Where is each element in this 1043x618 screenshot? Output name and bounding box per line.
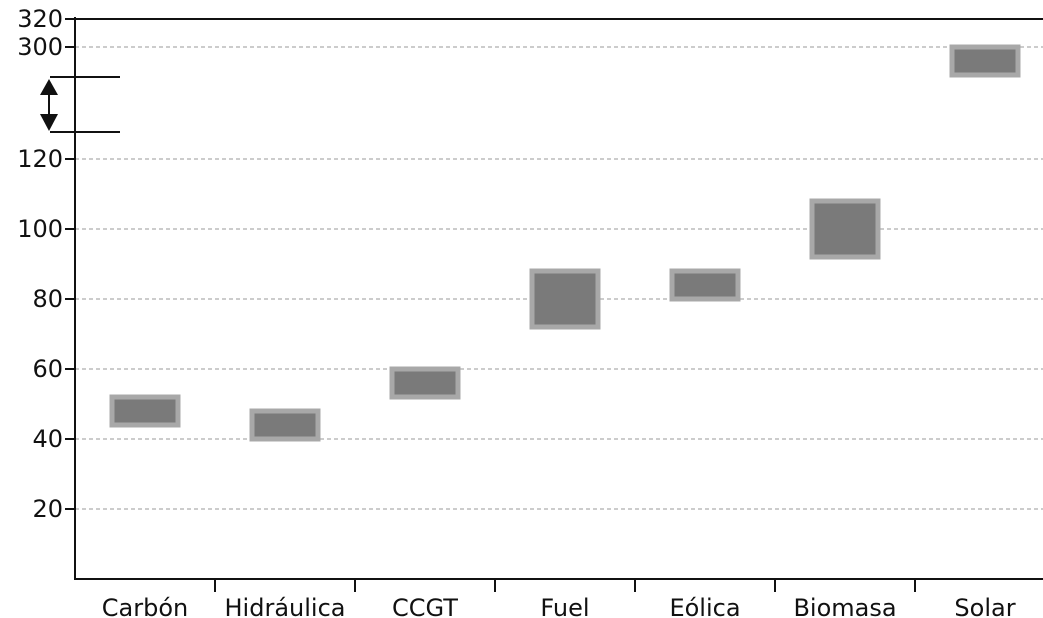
y-tick-label: 20 — [32, 495, 63, 523]
y-tick-label: 100 — [17, 215, 63, 243]
x-tick-label: CCGT — [392, 594, 458, 618]
range-bar — [109, 394, 181, 428]
x-tick-label: Fuel — [540, 594, 589, 618]
range-bar — [949, 44, 1021, 78]
axes — [65, 17, 1043, 592]
grid-lines — [75, 18, 1043, 510]
range-bar — [809, 198, 881, 260]
y-tick-label: 60 — [32, 355, 63, 383]
range-bar — [529, 268, 601, 330]
y-tick-label: 40 — [32, 425, 63, 453]
x-tick-label: Carbón — [102, 594, 188, 618]
x-tick-label: Solar — [954, 594, 1015, 618]
axis-break-marker — [40, 76, 120, 133]
y-tick-label: 80 — [32, 285, 63, 313]
axis-break-up-arrow-icon — [40, 79, 58, 95]
range-bar — [389, 366, 461, 400]
range-bar — [669, 268, 741, 302]
y-tick-label: 320 — [17, 5, 63, 33]
x-tick-label: Biomasa — [793, 594, 896, 618]
axis-break-down-arrow-icon — [40, 114, 58, 131]
range-bars — [109, 44, 1021, 442]
y-tick-label: 120 — [17, 145, 63, 173]
y-tick-label: 300 — [17, 33, 63, 61]
x-tick-labels: Carbón Hidráulica CCGT Fuel Eólica Biomasa Sol… — [102, 594, 1016, 618]
range-bar — [249, 408, 321, 442]
x-tick-label: Hidráulica — [225, 594, 346, 618]
x-tick-label: Eólica — [669, 594, 740, 618]
